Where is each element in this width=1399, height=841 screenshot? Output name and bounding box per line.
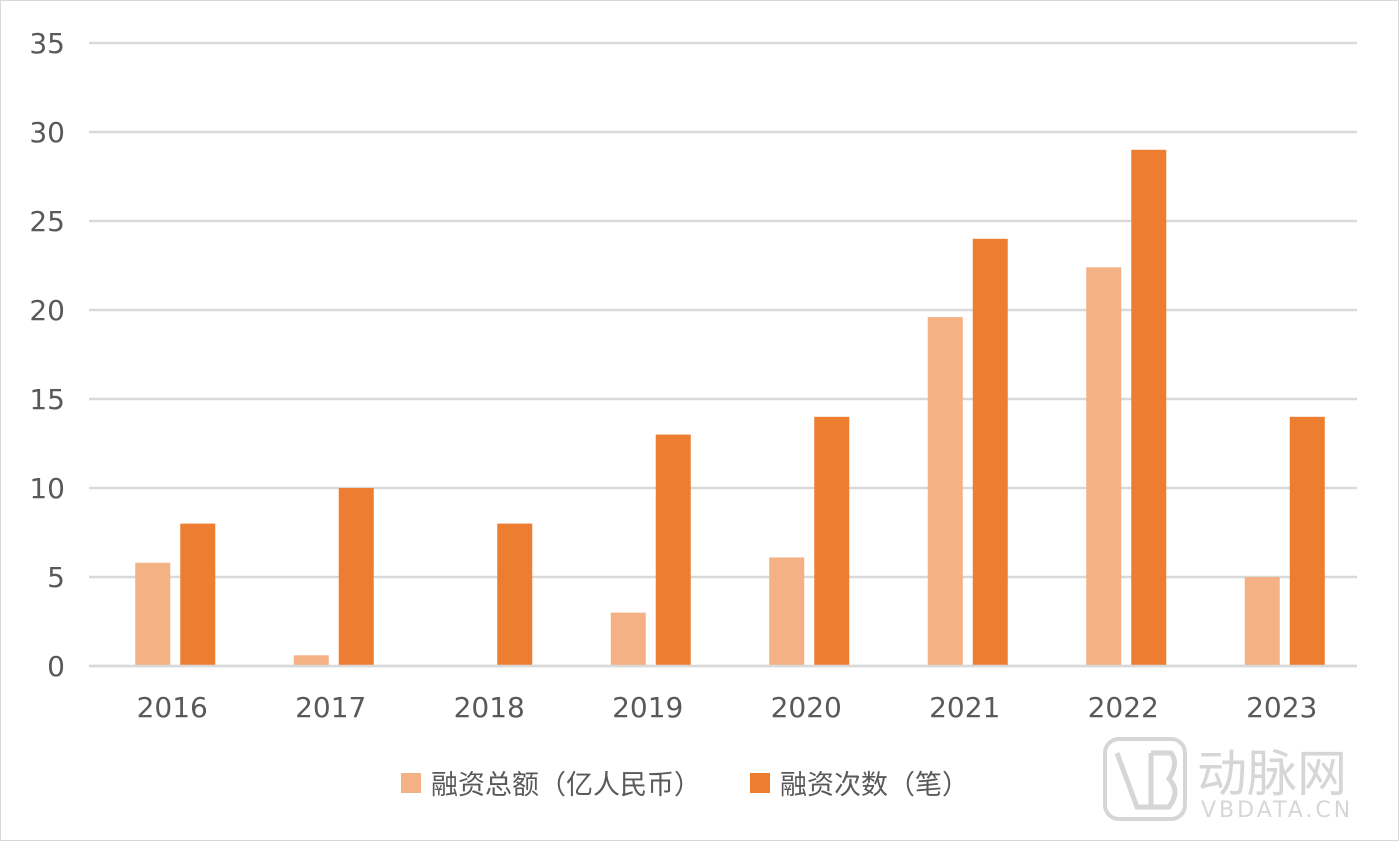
x-tick-label: 2023 xyxy=(1246,691,1317,724)
bar-amount-2021 xyxy=(927,317,963,666)
bars xyxy=(135,149,1325,667)
y-tick-label: 10 xyxy=(29,472,65,505)
bar-amount-2016 xyxy=(135,562,171,666)
bar-amount-2019 xyxy=(610,612,646,666)
bar-count-2017 xyxy=(338,488,374,666)
x-tick-label: 2018 xyxy=(454,691,525,724)
y-tick-label: 5 xyxy=(47,561,65,594)
y-tick-label: 25 xyxy=(29,205,65,238)
legend: 融资总额（亿人民币） 融资次数（笔） xyxy=(401,770,969,801)
bar-amount-2020 xyxy=(769,557,805,666)
bar-count-2019 xyxy=(655,434,691,666)
gridlines xyxy=(89,41,1357,668)
y-axis-ticks: 0 5 10 15 20 25 30 35 xyxy=(29,27,65,683)
vb-logo-mark xyxy=(1114,750,1178,810)
y-tick-label: 35 xyxy=(29,27,65,60)
bar-amount-2017 xyxy=(293,655,329,666)
watermark: 动脉网 VBDATA.CN xyxy=(1103,737,1353,823)
x-tick-label: 2017 xyxy=(295,691,366,724)
legend-label: 融资总额（亿人民币） xyxy=(431,770,701,801)
watermark-url-text: VBDATA.CN xyxy=(1201,798,1353,823)
y-tick-label: 0 xyxy=(47,650,65,683)
legend-swatch xyxy=(401,773,421,793)
bar-amount-2023 xyxy=(1244,577,1280,666)
legend-swatch xyxy=(750,773,770,793)
bar-count-2021 xyxy=(972,238,1008,667)
bar-count-2018 xyxy=(497,523,533,666)
bar-amount-2022 xyxy=(1086,267,1122,666)
y-tick-label: 15 xyxy=(29,383,65,416)
y-tick-label: 30 xyxy=(29,116,65,149)
bar-count-2022 xyxy=(1131,149,1167,667)
vb-logo-icon xyxy=(1103,737,1187,821)
x-axis-ticks: 2016 2017 2018 2019 2020 2021 2022 2023 xyxy=(89,664,1357,724)
y-tick-label: 20 xyxy=(29,294,65,327)
x-tick-label: 2021 xyxy=(929,691,1000,724)
x-tick-label: 2022 xyxy=(1088,691,1159,724)
legend-label: 融资次数（笔） xyxy=(780,770,969,801)
x-tick-label: 2016 xyxy=(137,691,208,724)
bar-count-2023 xyxy=(1289,416,1325,666)
bar-count-2016 xyxy=(180,523,216,666)
x-tick-label: 2019 xyxy=(612,691,683,724)
bar-count-2020 xyxy=(814,416,850,666)
watermark-logo-text: 动脉网 xyxy=(1197,745,1347,803)
x-tick-label: 2020 xyxy=(771,691,842,724)
